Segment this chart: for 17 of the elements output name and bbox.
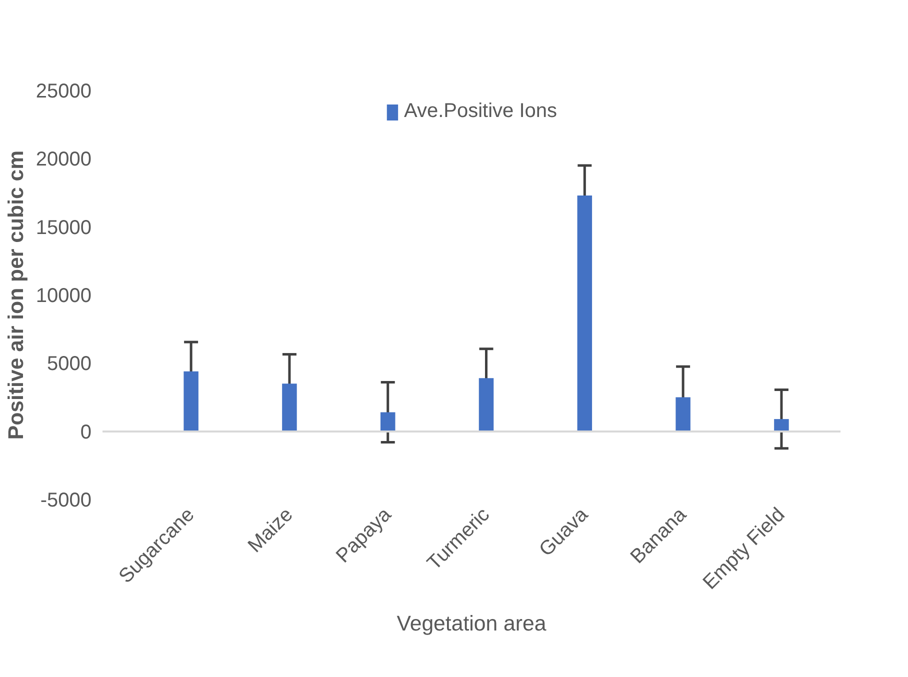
y-tick-label: 5000 <box>47 353 92 376</box>
y-tick-label: 10000 <box>36 285 92 307</box>
bar <box>282 384 297 432</box>
x-axis-title: Vegetation area <box>396 612 546 636</box>
bar <box>577 195 592 432</box>
bar <box>478 378 494 432</box>
bar <box>184 371 198 432</box>
bar <box>774 419 789 432</box>
bar <box>676 397 690 432</box>
y-tick-label: 25000 <box>36 80 92 102</box>
legend-label: Ave.Positive Ions <box>404 100 558 123</box>
y-tick-label: 0 <box>80 421 92 444</box>
y-axis-title: Positive air ion per cubic cm <box>4 150 28 440</box>
y-tick-label: 15000 <box>36 216 92 239</box>
y-tick-label: -5000 <box>40 490 92 512</box>
bar <box>380 412 396 432</box>
y-tick-label: 20000 <box>36 148 92 171</box>
